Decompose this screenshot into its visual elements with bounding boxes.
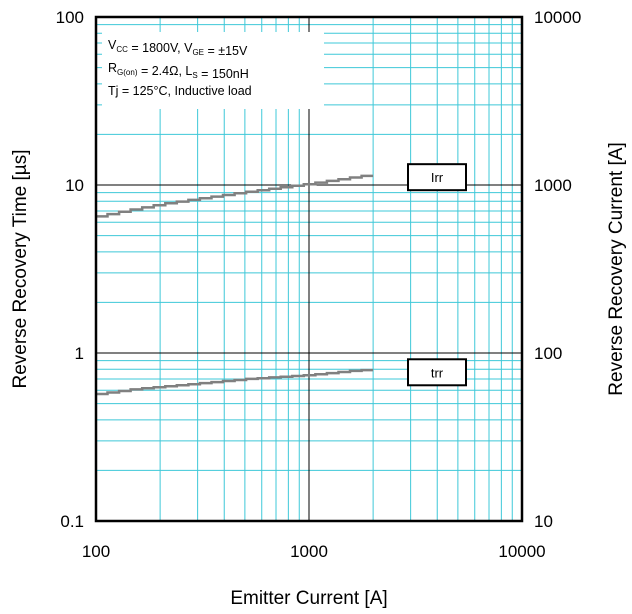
- series-line-trr: [96, 368, 374, 396]
- annotation-subscript: S: [192, 71, 197, 80]
- annotation-text: = 150nH: [198, 67, 249, 81]
- series-layer: Irr trr: [96, 163, 467, 396]
- y2-tick-label: 10000: [534, 8, 581, 27]
- annotation-line: VCC = 1800V, VGE = ±15V: [108, 38, 248, 58]
- annotation-box: VCC = 1800V, VGE = ±15V RG(on) = 2.4Ω, LS…: [102, 32, 324, 109]
- series-label-trr: trr: [431, 365, 444, 380]
- annotation-text: = ±15V: [204, 44, 248, 58]
- x-axis-label: Emitter Current [A]: [230, 588, 387, 609]
- y-tick-label: 10: [65, 176, 84, 195]
- annotation-text: = 2.4Ω, L: [137, 64, 192, 78]
- annotation-subscript: CC: [116, 45, 128, 54]
- annotation-line: RG(on) = 2.4Ω, LS = 150nH: [108, 61, 249, 81]
- annotation-text: V: [108, 38, 117, 52]
- series-label-box-irr: [407, 163, 467, 192]
- y2-axis-label: Reverse Recovery Current [A]: [606, 142, 627, 395]
- y-tick-label: 1: [75, 344, 84, 363]
- annotation-line: Tj = 125°C, Inductive load: [108, 84, 252, 98]
- x-tick-label: 1000: [290, 542, 328, 561]
- series-line-irr: [96, 174, 374, 218]
- y-axis-label: Reverse Recovery Time [µs]: [10, 149, 31, 388]
- x-tick-label: 100: [82, 542, 110, 561]
- annotation-text: = 1800V, V: [128, 41, 193, 55]
- annotation-background: [102, 32, 324, 109]
- y-tick-label: 0.1: [60, 512, 84, 531]
- annotation-subscript: GE: [192, 48, 204, 57]
- series-label-irr: Irr: [431, 170, 444, 185]
- y2-tick-label: 1000: [534, 176, 572, 195]
- series-label-box-trr: [407, 358, 467, 387]
- tick-labels: 100 1000 10000 0.1 1 10 100 10 100 1000 10000: [56, 8, 582, 561]
- annotation-subscript: G(on): [117, 68, 138, 77]
- x-tick-label: 10000: [498, 542, 545, 561]
- annotation-text: R: [108, 61, 117, 75]
- y2-tick-label: 100: [534, 344, 562, 363]
- y-tick-label: 100: [56, 8, 84, 27]
- annotation-text: Tj = 125°C, Inductive load: [108, 84, 252, 98]
- plot-frame: [94, 15, 524, 523]
- y2-tick-label: 10: [534, 512, 553, 531]
